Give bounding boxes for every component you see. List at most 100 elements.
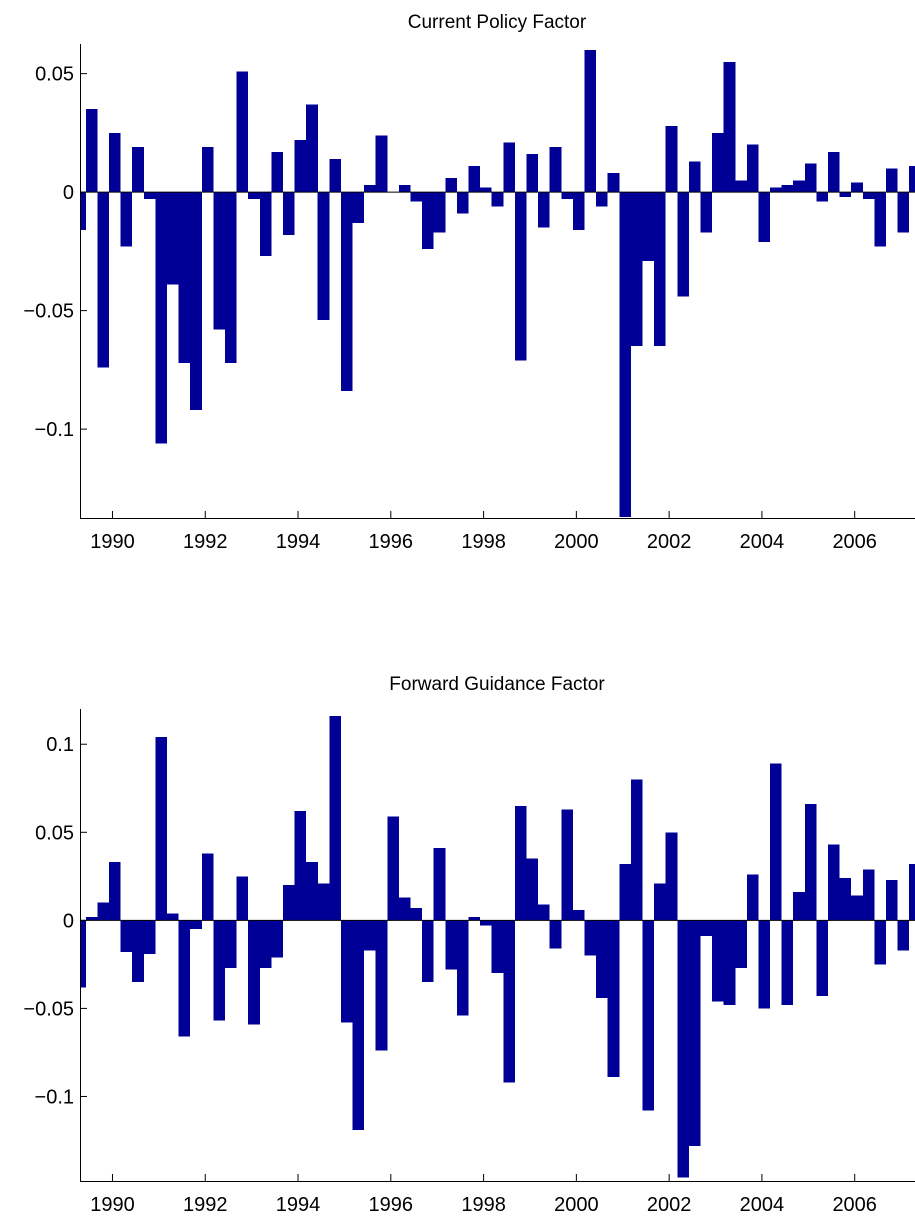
current-policy-bar [572, 192, 585, 231]
forward-guidance-bar [561, 809, 573, 921]
current-policy-bar [549, 147, 562, 193]
current-policy-bar [398, 185, 411, 193]
forward-guidance-bar [619, 863, 631, 921]
forward-guidance-bar [851, 895, 863, 921]
forward-guidance-bar [422, 920, 434, 982]
forward-guidance-bar [352, 920, 365, 1130]
current-policy-bar [677, 192, 689, 297]
forward-guidance-bar [607, 920, 620, 1078]
current-policy-bar [282, 192, 295, 235]
current-policy-bar [688, 161, 701, 193]
forward-guidance-bar [132, 920, 144, 982]
current-policy-bar [259, 192, 272, 257]
current-policy-bar [619, 192, 631, 517]
current-policy-bar [561, 192, 573, 200]
forward-guidance-bar [793, 892, 805, 921]
forward-guidance-bar [340, 920, 353, 1023]
forward-guidance-bar [677, 920, 689, 1178]
current-policy-bar [897, 192, 910, 233]
forward-guidance-bar [97, 902, 109, 921]
forward-guidance-x-tick-label: 1996 [369, 1194, 414, 1216]
current-policy-x-tick-label: 1996 [369, 531, 414, 553]
current-policy-bar [352, 192, 365, 223]
forward-guidance-bar [584, 920, 597, 956]
forward-guidance-bar [329, 716, 341, 921]
forward-guidance-bar [549, 920, 562, 949]
current-policy-bar [793, 180, 805, 193]
current-policy-x-tick-label: 2006 [832, 531, 877, 553]
current-policy-bar [80, 192, 86, 231]
forward-guidance-x-tick-label: 2000 [554, 1194, 599, 1216]
current-policy-bar [874, 192, 887, 247]
forward-guidance-x-tick-label: 1994 [276, 1194, 321, 1216]
current-policy-bar [503, 142, 515, 193]
current-policy-bar [491, 192, 504, 207]
forward-guidance-bar [271, 920, 283, 958]
forward-guidance-bar [503, 920, 515, 1083]
current-policy-bar [329, 158, 341, 193]
current-policy-bar [828, 151, 840, 193]
forward-guidance-bar [596, 920, 608, 998]
forward-guidance-bar [190, 920, 202, 930]
forward-guidance-bar [248, 920, 260, 1025]
current-policy-bar [816, 192, 829, 202]
forward-guidance-panel: Forward Guidance Factor −0.1 −0.05 0 0.05 0.… [23, 674, 915, 1216]
forward-guidance-bar [874, 920, 887, 965]
current-policy-bar [642, 192, 655, 261]
current-policy-bar [654, 192, 666, 347]
forward-guidance-y-tick-label: 0 [63, 910, 74, 932]
current-policy-bar [665, 125, 678, 193]
current-policy-bar [340, 192, 353, 392]
forward-guidance-bar [259, 920, 272, 968]
current-policy-bar [839, 192, 852, 197]
current-policy-x-tick-label: 1990 [90, 531, 135, 553]
current-policy-bar [735, 180, 747, 193]
current-policy-bar [236, 71, 249, 193]
forward-guidance-bar [514, 805, 527, 921]
current-policy-x-tick-label: 1992 [183, 531, 228, 553]
current-policy-bar [770, 187, 782, 193]
current-policy-bar [445, 177, 457, 193]
forward-guidance-x-tick-label: 2004 [740, 1194, 785, 1216]
forward-guidance-bar [410, 908, 423, 921]
forward-guidance-bar [642, 920, 655, 1111]
forward-guidance-bar [201, 853, 214, 921]
current-policy-bar [607, 173, 620, 193]
forward-guidance-bar [654, 883, 666, 921]
forward-guidance-bar [804, 804, 817, 921]
current-policy-bar [190, 192, 202, 411]
forward-guidance-title: Forward Guidance Factor [389, 674, 605, 695]
forward-guidance-bar [526, 858, 539, 921]
forward-guidance-bars [80, 716, 915, 1178]
forward-guidance-bar [468, 916, 481, 921]
forward-guidance-bar [282, 885, 295, 921]
forward-guidance-y-tick-label: −0.1 [35, 1086, 74, 1108]
forward-guidance-bar [735, 920, 747, 968]
current-policy-bar [781, 185, 794, 193]
forward-guidance-bar [155, 737, 167, 921]
forward-guidance-bar [839, 878, 852, 921]
current-policy-bar [294, 139, 307, 193]
current-policy-bar [143, 192, 156, 200]
forward-guidance-y-tick-label: 0.1 [46, 734, 74, 756]
current-policy-bar [514, 192, 527, 361]
current-policy-bar [306, 104, 318, 193]
current-policy-bar [224, 192, 237, 363]
current-policy-bar [480, 187, 492, 193]
current-policy-title: Current Policy Factor [408, 12, 587, 33]
forward-guidance-bar [897, 920, 910, 951]
forward-guidance-bar [224, 920, 237, 968]
current-policy-bar [456, 192, 469, 214]
forward-guidance-bar [491, 920, 504, 974]
forward-guidance-x-tick-label: 1990 [90, 1194, 135, 1216]
forward-guidance-bar [178, 920, 191, 1037]
current-policy-x-tick-label: 1994 [276, 531, 321, 553]
forward-guidance-ticks: −0.1 −0.05 0 0.05 0.1 1990 1992 1994 1996 1998 200… [23, 734, 877, 1216]
current-policy-y-tick-label: −0.1 [35, 419, 74, 441]
forward-guidance-bar [445, 920, 457, 970]
forward-guidance-bar [630, 779, 643, 921]
current-policy-bar [584, 49, 597, 193]
current-policy-bar [886, 168, 898, 193]
forward-guidance-bar [781, 920, 794, 1005]
